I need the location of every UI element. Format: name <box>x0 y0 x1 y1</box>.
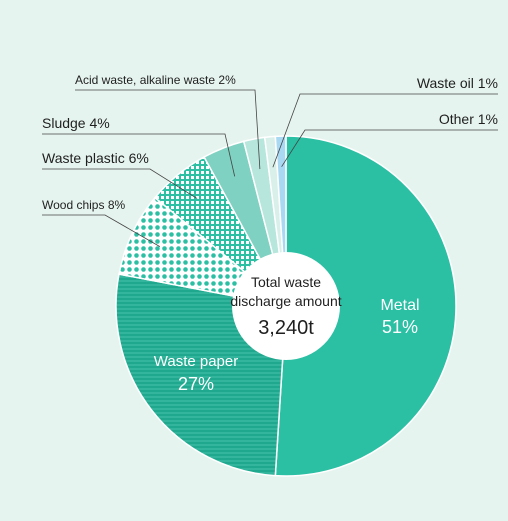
label-acid-waste: Acid waste, alkaline waste 2% <box>75 73 236 87</box>
label-wood-chips: Wood chips 8% <box>42 198 125 212</box>
label-waste-plastic: Waste plastic 6% <box>42 150 149 166</box>
leader-line-other <box>281 129 498 167</box>
slice-pct-metal: 51% <box>382 317 418 337</box>
leader-line-wood-chips <box>42 214 161 247</box>
center-label-value: 3,240t <box>258 317 314 339</box>
label-other: Other 1% <box>439 111 498 127</box>
center-label-line1: Total waste <box>251 274 321 290</box>
slice-label-metal: Metal <box>380 297 419 314</box>
slice-label-waste-paper: Waste paper <box>154 353 239 370</box>
leader-line-waste-plastic <box>42 168 198 199</box>
center-hole <box>232 252 340 360</box>
leader-line-sludge <box>42 133 236 177</box>
pie-slice-metal <box>274 135 457 477</box>
slice-pct-waste-paper: 27% <box>178 374 214 394</box>
center-label-line2: discharge amount <box>230 293 341 309</box>
label-waste-oil: Waste oil 1% <box>417 75 498 91</box>
leader-lines <box>42 89 498 247</box>
leader-line-waste-oil <box>272 93 498 168</box>
leader-line-acid-waste-alkaline-waste <box>75 89 261 170</box>
label-sludge: Sludge 4% <box>42 115 110 131</box>
